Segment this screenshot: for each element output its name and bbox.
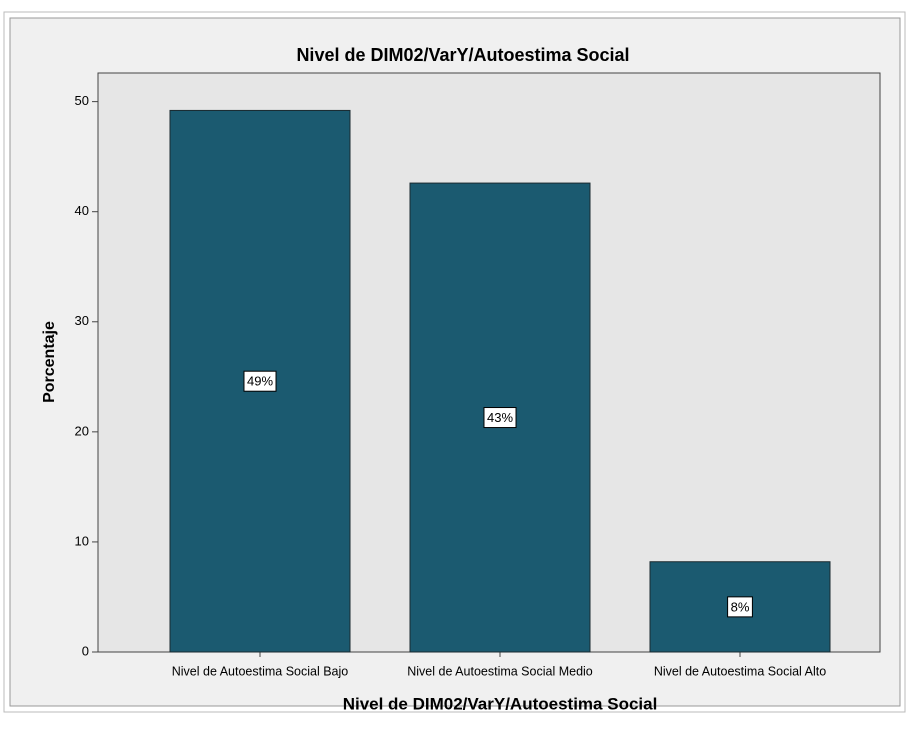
y-tick-label: 10: [75, 533, 89, 548]
x-tick-label: Nivel de Autoestima Social Bajo: [172, 664, 349, 678]
y-tick-label: 30: [75, 313, 89, 328]
value-label: 8%: [731, 599, 750, 614]
x-axis-title: Nivel de DIM02/VarY/Autoestima Social: [343, 694, 658, 713]
value-label-box: [483, 407, 517, 429]
y-tick-label: 40: [75, 203, 89, 218]
value-label: 49%: [247, 374, 273, 389]
y-tick-label: 20: [75, 423, 89, 438]
x-tick-label: Nivel de Autoestima Social Alto: [654, 664, 826, 678]
y-axis-title: Porcentaje: [41, 321, 58, 403]
y-tick-label: 0: [82, 643, 89, 658]
x-tick-label: Nivel de Autoestima Social Medio: [407, 664, 593, 678]
chart-title: Nivel de DIM02/VarY/Autoestima Social: [296, 45, 629, 65]
value-label-box: [727, 596, 753, 618]
y-tick-label: 50: [75, 93, 89, 108]
value-label-box: [243, 370, 277, 392]
value-label: 43%: [487, 410, 513, 425]
